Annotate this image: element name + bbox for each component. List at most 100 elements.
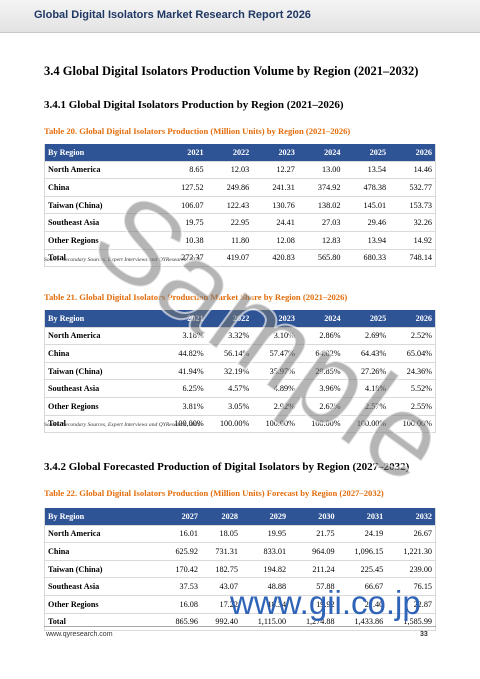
table-cell: Other Regions [44, 397, 161, 416]
table-row: Taiwan (China) 106.07 122.43 130.76 138.02 14… [44, 196, 436, 215]
table-cell: 272.37 [161, 248, 207, 268]
table: By Region 2021 2022 2023 2024 2025 2026 North A… [44, 310, 436, 434]
header-cell: 2029 [240, 508, 290, 526]
section-heading: 3.4 Global Digital Isolators Production … [44, 64, 419, 78]
table-cell: 66.67 [337, 577, 387, 596]
header-cell: 2021 [161, 310, 207, 328]
table-cell: 4.89% [252, 379, 298, 398]
table-cell: 420.83 [252, 248, 298, 268]
header-cell: 2025 [343, 144, 390, 162]
table-source: Source: Secondary Sources, Expert Interv… [44, 422, 201, 428]
table-cell: 865.96 [161, 612, 201, 632]
table-cell: Southeast Asia [44, 577, 161, 596]
table-cell: 26.67 [386, 525, 436, 544]
table-cell: 32.26 [389, 213, 436, 232]
header-cell: 2032 [386, 508, 436, 526]
table-cell: 22.95 [206, 213, 253, 232]
table-cell: Total [44, 248, 161, 268]
table-caption: Table 20. Global Digital Isolators Produ… [44, 126, 351, 136]
table-cell: North America [44, 327, 161, 346]
table-cell: 748.14 [389, 248, 436, 268]
table-cell: 29.46 [343, 213, 390, 232]
table-source: Source: Secondary Sources, Expert Interv… [44, 257, 201, 263]
table-cell: China [44, 178, 161, 197]
table-cell: 239.00 [386, 560, 436, 579]
header-cell: 2026 [389, 310, 436, 328]
table-cell: Taiwan (China) [44, 362, 161, 381]
table-cell: 170.42 [161, 560, 201, 579]
table-cell: 833.01 [240, 542, 290, 561]
table-cell: 127.52 [161, 178, 207, 197]
table-cell: 14.46 [389, 161, 436, 180]
header-cell: By Region [44, 310, 161, 328]
table-cell: 731.31 [200, 542, 241, 561]
watermark: www.gii.co.jp [230, 584, 421, 621]
table-cell: 56.14% [206, 344, 253, 363]
table: By Region 2021 2022 2023 2024 2025 2026 North A… [44, 144, 436, 268]
table-cell: 145.01 [343, 196, 390, 215]
table-cell: 122.43 [206, 196, 253, 215]
header-cell: 2025 [343, 310, 390, 328]
header-cell: 2021 [161, 144, 207, 162]
table-row: China 127.52 249.86 241.31 374.92 478.38 532.7… [44, 178, 436, 197]
table-cell: 12.83 [297, 231, 344, 250]
header-cell: 2031 [337, 508, 387, 526]
table-cell: Total [44, 414, 161, 434]
header-cell: 2027 [161, 508, 201, 526]
table-row: North America 3.18% 3.32% 3.10% 2.86% 2.69% 2.… [44, 327, 436, 346]
table-cell: China [44, 344, 161, 363]
footer-rule [44, 626, 436, 627]
table-cell: 5.52% [389, 379, 436, 398]
table-cell: 532.77 [389, 178, 436, 197]
table-cell: 16.01 [161, 525, 201, 544]
table-cell: 225.45 [337, 560, 387, 579]
table-caption: Table 22. Global Digital Isolators Produ… [44, 488, 384, 498]
table-cell: 16.08 [161, 595, 201, 614]
subsection-heading: 3.4.2 Global Forecasted Production of Di… [44, 461, 410, 473]
table-cell: Other Regions [44, 595, 161, 614]
table-cell: 100.00% [161, 414, 207, 434]
header-cell: 2023 [252, 144, 298, 162]
table-cell: 12.27 [252, 161, 298, 180]
table-cell: 100.00% [252, 414, 298, 434]
table-cell: China [44, 542, 161, 561]
table-cell: 100.00% [389, 414, 436, 434]
table-row: Total 272.37 419.07 420.83 565.80 680.33 748.1… [44, 248, 436, 268]
table-cell: Total [44, 612, 161, 632]
table-cell: 64.43% [343, 344, 390, 363]
table-cell: 153.73 [389, 196, 436, 215]
table-cell: 18.05 [200, 525, 241, 544]
header-row: By Region 2021 2022 2023 2024 2025 2026 [44, 144, 436, 162]
table-cell: 41.94% [161, 362, 207, 381]
header-row: By Region 2021 2022 2023 2024 2025 2026 [44, 310, 436, 328]
table-row: North America 8.65 12.03 12.27 13.00 13.54 14.… [44, 161, 436, 180]
header-cell: 2023 [252, 310, 298, 328]
table-cell: 27.26% [343, 362, 390, 381]
table-cell: 43.07 [200, 577, 241, 596]
header-cell: 2024 [297, 310, 344, 328]
table-cell: 565.80 [297, 248, 344, 268]
header-cell: 2022 [206, 144, 253, 162]
table-cell: 241.31 [252, 178, 298, 197]
table-cell: 35.97% [252, 362, 298, 381]
table-cell: 2.86% [297, 327, 344, 346]
table-cell: 12.03 [206, 161, 253, 180]
table-cell: 680.33 [343, 248, 390, 268]
table-cell: 130.76 [252, 196, 298, 215]
header-cell: By Region [44, 144, 161, 162]
table-row: Taiwan (China) 41.94% 32.19% 35.97% 29.85% 27… [44, 362, 436, 381]
table-cell: 419.07 [206, 248, 253, 268]
table-cell: 3.81% [161, 397, 207, 416]
table-row: China 44.82% 56.14% 57.47% 64.02% 64.43% 65.04… [44, 344, 436, 363]
table-cell: 29.85% [297, 362, 344, 381]
table-cell: 3.18% [161, 327, 207, 346]
table-cell: 6.25% [161, 379, 207, 398]
header-title: Global Digital Isolators Market Research… [34, 9, 311, 21]
footer-url: www.qyresearch.com [46, 631, 113, 638]
table-row: Southeast Asia 19.75 22.95 24.41 27.03 29.46 3… [44, 213, 436, 232]
table-cell: 44.82% [161, 344, 207, 363]
table-cell: 2.69% [343, 327, 390, 346]
table-row: Taiwan (China) 170.42 182.75 194.82 211.24 22… [44, 560, 436, 579]
table-cell: 182.75 [200, 560, 241, 579]
